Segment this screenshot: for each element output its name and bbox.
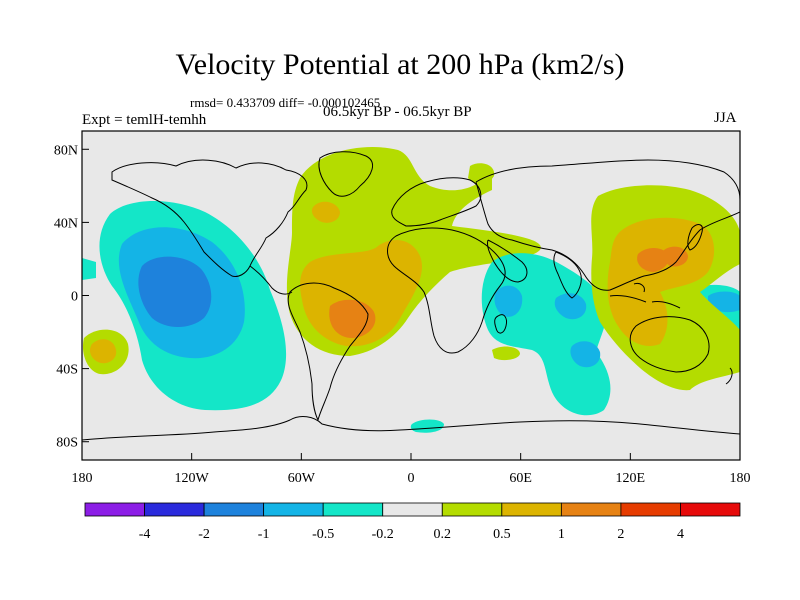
colorbar-swatch — [322, 502, 384, 517]
lat-tick-label: 0 — [71, 290, 78, 305]
colorbar-label: -0.5 — [312, 527, 334, 542]
lon-tick-label: 60E — [509, 471, 532, 486]
lon-tick-label: 120W — [175, 471, 210, 486]
contour-positive-05-sw — [90, 339, 117, 364]
colorbar-swatch — [263, 502, 324, 517]
lon-tick-label: 180 — [72, 471, 93, 486]
colorbar: -4 -2 -1 -0.5 -0.2 0.2 0.5 1 2 4 — [84, 502, 741, 542]
season-label: JJA — [714, 110, 737, 126]
coastline-africa — [387, 227, 506, 354]
colorbar-swatch — [144, 502, 205, 517]
coastline-new-zealand — [725, 367, 733, 385]
coastline-greenland — [318, 151, 374, 197]
coastline-arabia — [487, 239, 528, 283]
lon-axis: 180 120W 60W 0 60E 120E 180 — [72, 453, 751, 486]
coastline-europe — [391, 177, 482, 227]
coastline-india — [553, 251, 582, 299]
contour-negative-02-westedge — [82, 258, 96, 280]
coastline-australia — [629, 316, 710, 373]
colorbar-swatch — [680, 502, 741, 517]
colorbar-label: -2 — [198, 527, 210, 542]
coastline-north-america — [111, 159, 308, 277]
colorbar-swatch — [382, 502, 443, 517]
contour-positive-02-north-tip — [468, 163, 495, 184]
lat-axis: 80N 40N 0 40S 80S — [54, 143, 89, 451]
lat-tick-label: 80S — [56, 436, 78, 451]
contour-negative-02-antarctic — [410, 419, 444, 433]
coastline-south-america — [287, 282, 369, 422]
coastline-madagascar — [494, 314, 507, 334]
colorbar-swatch — [203, 502, 265, 517]
contour-negative-05-indian-3 — [570, 341, 601, 368]
contour-positive-1-asia — [637, 248, 670, 272]
lon-tick-label: 60W — [288, 471, 316, 486]
colorbar-swatch — [620, 502, 681, 517]
colorbar-label: -0.2 — [372, 527, 394, 542]
colorbar-swatch — [560, 502, 622, 517]
lat-tick-label: 80N — [54, 143, 78, 158]
coastlines — [82, 151, 740, 441]
contour-fields — [82, 147, 740, 433]
colorbar-swatch — [441, 502, 503, 517]
chart-title: Velocity Potential at 200 hPa (km2/s) — [175, 48, 625, 81]
colorbar-swatch — [84, 502, 145, 517]
colorbar-label: 4 — [677, 527, 684, 542]
lon-tick-label: 120E — [616, 471, 646, 486]
coastline-antarctica — [82, 416, 740, 441]
contour-negative-1 — [138, 256, 212, 327]
period-label: 06.5kyr BP - 06.5kyr BP — [323, 104, 472, 120]
colorbar-label: 0.5 — [493, 527, 511, 542]
colorbar-label: -1 — [258, 527, 270, 542]
lon-tick-label: 180 — [730, 471, 751, 486]
coastline-asia — [475, 159, 740, 291]
lat-tick-label: 40S — [56, 363, 78, 378]
colorbar-label: 0.2 — [434, 527, 452, 542]
colorbar-swatch — [501, 502, 562, 517]
colorbar-label: 2 — [617, 527, 624, 542]
colorbar-label: 1 — [558, 527, 565, 542]
contour-negative-05-indian — [494, 285, 523, 317]
coastline-central-america — [249, 265, 293, 295]
lon-tick-label: 0 — [408, 471, 415, 486]
contour-negative-05-east — [708, 291, 740, 313]
contour-positive-02-patch — [492, 346, 520, 361]
contour-positive-05-asia — [607, 217, 715, 346]
coastline-japan — [687, 224, 703, 251]
colorbar-label: -4 — [139, 527, 151, 542]
contour-negative-05-indian-2 — [554, 293, 587, 320]
lat-tick-label: 40N — [54, 216, 78, 231]
contour-positive-05-north — [311, 201, 340, 223]
coastline-indonesia — [609, 283, 681, 309]
experiment-label: Expt = temlH-temhh — [82, 112, 207, 128]
stats-label: rmsd= 0.433709 diff= -0.000102465 — [190, 95, 381, 110]
contour-positive-1-asia-2 — [662, 246, 688, 267]
